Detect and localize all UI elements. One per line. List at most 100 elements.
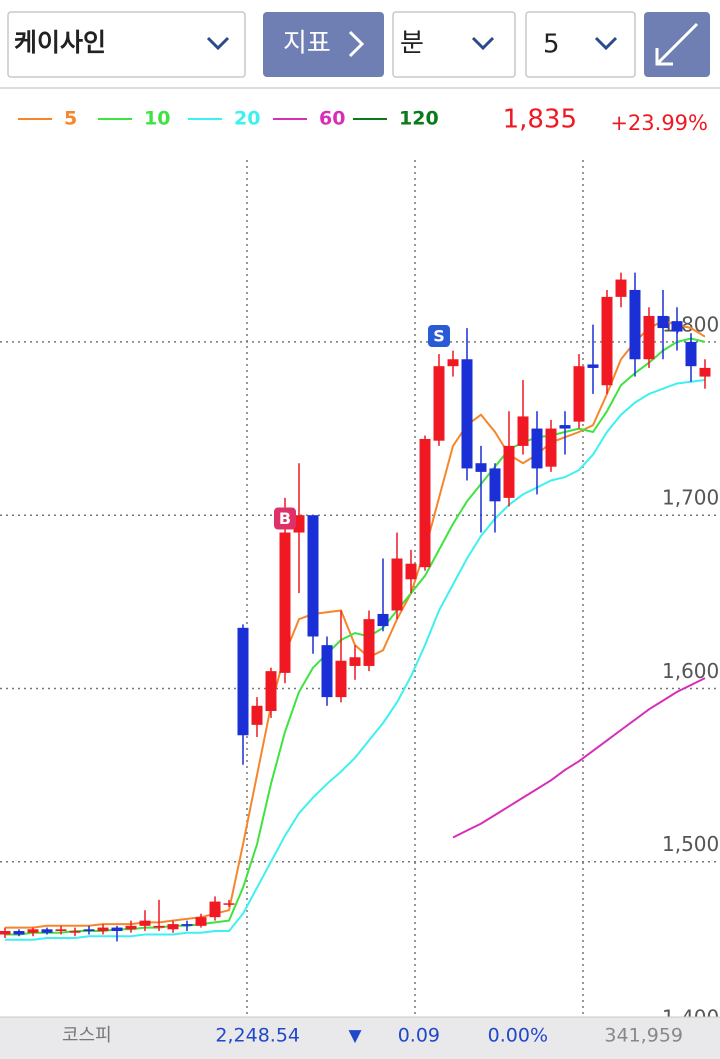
volume: 341,959 [604,1025,683,1047]
candle-body [601,296,613,386]
index-change: 0.09 [398,1025,440,1047]
candle-body [293,515,305,533]
legend-label: 5 [64,108,77,130]
candle-body [223,903,235,905]
candle-body [265,671,277,711]
candle-body [433,366,445,441]
candle-body [41,929,53,933]
unit-select[interactable]: 분 [392,11,516,78]
expand-button[interactable] [644,12,710,77]
candle-body [27,929,39,933]
legend: 5 10 20 60 120 [18,108,439,130]
index-change-pct: 0.00% [488,1025,548,1047]
candle-body [391,558,403,611]
candle-body [83,929,95,932]
select-box[interactable] [392,11,516,78]
candle-body [531,428,543,469]
direction: ▼ [348,1026,362,1046]
candle-body [139,920,151,926]
ma-line [5,320,706,929]
legend-label: 10 [144,108,170,130]
ma-line [5,379,706,941]
chevron [471,36,495,51]
signal-label: B [279,509,291,528]
stock-name: 케이사인 [14,28,106,57]
candle-body [0,931,11,935]
candle-body [629,289,641,360]
candle-body [419,438,431,568]
candle-body [573,366,585,422]
candle-body [671,321,683,332]
status-bar: 코스피 2,248.54 ▼ 0.09 0.00% 341,959 [0,1016,720,1059]
candle-body [125,925,137,930]
signal-badge [274,507,296,530]
candle-body [517,416,529,446]
candle-body [195,917,207,926]
candle-body [559,425,571,429]
ma-line [452,677,706,839]
y-tick-label: 1,600 [662,659,719,683]
candle-body [209,901,221,918]
candle-body [699,367,711,377]
candle-body [489,468,501,502]
index-name: 코스피 [62,1025,112,1046]
index-value: 2,248.54 [215,1025,300,1047]
chevron [206,36,230,51]
y-tick-label: 1,700 [662,486,719,510]
candle-body [321,645,333,698]
candle-body [279,532,291,673]
candle-body [237,627,249,736]
candle-body [55,929,67,932]
select-box[interactable] [7,11,246,78]
marks: BS [0,272,711,942]
indicator-button[interactable]: 지표 [263,12,384,77]
select-box[interactable] [525,11,636,78]
candle-body [251,705,263,725]
candle-body [587,364,599,368]
candle-body [447,359,459,367]
candle-body [685,341,697,367]
ma-line [5,337,706,936]
chevron [348,30,365,58]
current-price: 1,835 [503,105,577,135]
change-rate: +23.99% [610,111,708,135]
candle-body [153,925,165,928]
button-label: 지표 [283,29,331,59]
candle-body [307,515,319,637]
candle-body [405,563,417,580]
chevron [594,36,618,51]
legend-label: 20 [234,108,260,130]
signal-label: S [433,327,445,346]
legend-label: 120 [399,108,439,130]
candle-body [167,924,179,930]
status-bg [0,1017,720,1059]
value-select[interactable]: 5 [525,11,636,78]
candle-body [643,315,655,360]
candle-body [363,619,375,666]
candle-body [69,931,81,933]
signal-badge [428,325,450,348]
candle-body [13,931,25,935]
y-tick-label: 1,500 [662,832,719,856]
candle-body [181,924,193,926]
legend-label: 60 [319,108,345,130]
candle-body [657,315,669,329]
arrow-head [655,48,673,66]
candle-body [503,445,515,498]
candle-body [475,463,487,472]
candle-body [615,279,627,297]
candle-body [377,613,389,627]
unit-label: 분 [400,29,424,59]
value-label: 5 [543,30,560,60]
candle-body [349,657,361,666]
stock-select[interactable]: 케이사인 [7,11,246,78]
arrow [655,22,699,66]
button-bg[interactable] [263,12,384,77]
y-tick-label: 1,800 [662,312,719,336]
candle-body [545,428,557,467]
candle-body [461,359,473,469]
candle-body [97,927,109,932]
